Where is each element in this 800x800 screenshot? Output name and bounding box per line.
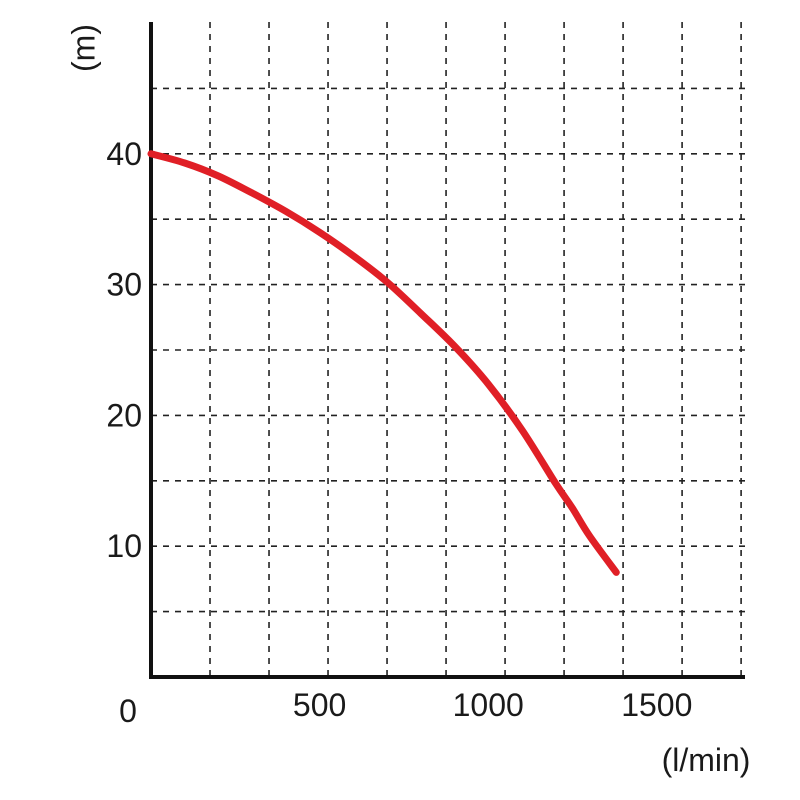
y-axis-label: (m) xyxy=(65,24,101,72)
x-tick-label: 1000 xyxy=(453,687,524,723)
origin-label: 0 xyxy=(119,693,137,729)
y-tick-label: 40 xyxy=(106,136,142,172)
y-tick-label: 20 xyxy=(106,397,142,433)
y-tick-labels: 10 20 30 40 xyxy=(106,136,142,564)
axes xyxy=(149,22,745,679)
series-layer xyxy=(147,150,620,576)
x-tick-label: 1500 xyxy=(621,687,692,723)
x-tick-labels: 500 1000 1500 xyxy=(293,687,692,723)
series-line xyxy=(147,150,620,576)
x-tick-label: 500 xyxy=(293,687,346,723)
grid xyxy=(151,22,745,677)
y-tick-label: 30 xyxy=(106,267,142,303)
x-axis-label: (l/min) xyxy=(662,742,751,778)
y-tick-label: 10 xyxy=(106,528,142,564)
